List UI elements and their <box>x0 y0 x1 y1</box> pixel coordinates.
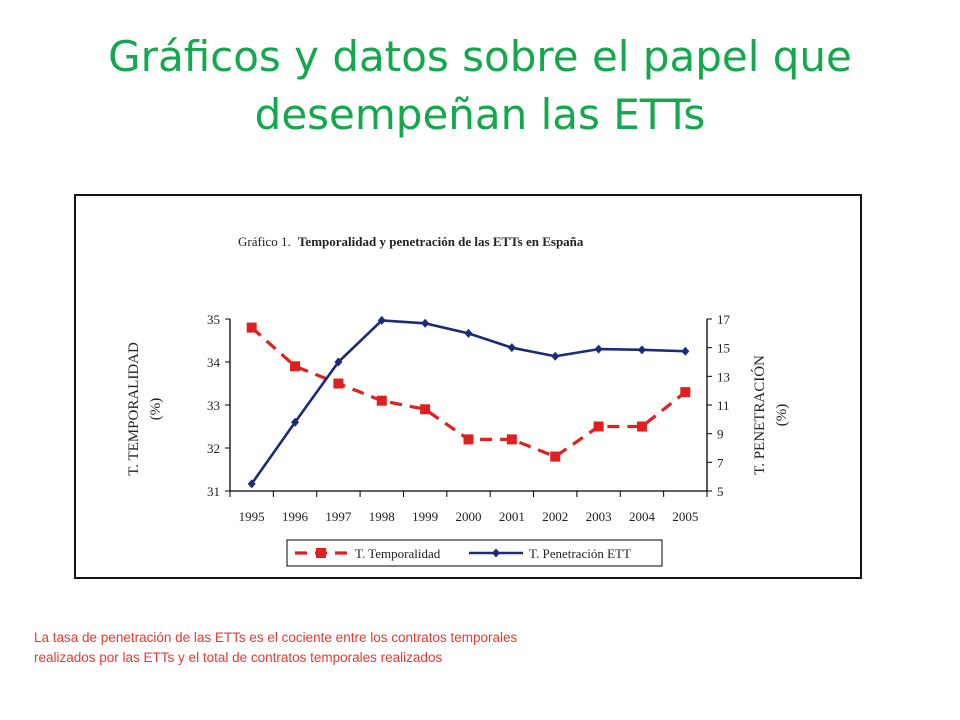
x-tick-label: 2001 <box>499 509 525 524</box>
data-point-penetracion <box>377 315 386 325</box>
x-tick-label: 1998 <box>369 509 395 524</box>
x-tick-label: 1995 <box>239 509 265 524</box>
data-point-temporalidad <box>506 434 517 445</box>
chart-frame: Gráfico 1. Temporalidad y penetración de… <box>74 194 862 579</box>
legend-label-penetracion: T. Penetración ETT <box>529 546 631 561</box>
x-tick-label: 2004 <box>629 509 656 524</box>
y-right-tick-label: 11 <box>717 398 730 413</box>
data-point-penetracion <box>637 345 646 355</box>
series-layer <box>246 315 691 489</box>
data-point-temporalidad <box>636 421 647 432</box>
data-point-penetracion <box>681 346 690 356</box>
data-point-penetracion <box>421 318 430 328</box>
data-point-temporalidad <box>420 404 431 415</box>
legend-marker-temporalidad <box>316 548 326 558</box>
chart-svg: Gráfico 1. Temporalidad y penetración de… <box>126 234 790 567</box>
footnote-line-2: realizados por las ETTs y el total de co… <box>34 650 443 665</box>
y-right-tick-label: 9 <box>717 427 724 442</box>
x-tick-label: 1996 <box>282 509 309 524</box>
chart-title: Temporalidad y penetración de las ETTs e… <box>298 234 584 249</box>
y-left-tick-label: 32 <box>207 441 220 456</box>
legend-label-temporalidad: T. Temporalidad <box>355 546 441 561</box>
data-point-temporalidad <box>593 421 604 432</box>
data-point-temporalidad <box>550 451 561 462</box>
data-point-penetracion <box>551 351 560 361</box>
series-line-penetracion <box>250 319 686 485</box>
data-point-penetracion <box>507 343 516 353</box>
y-left-axis-title: T. TEMPORALIDAD (%) <box>126 342 164 476</box>
y-right-axis-title-line-2: (%) <box>774 404 790 427</box>
x-tick-label: 1997 <box>325 509 352 524</box>
svg-text:Gráfico 1. Temporalidad: Gráfico 1. Temporalidad y penetración de… <box>238 234 584 249</box>
y-left-axis-title-line-1: T. TEMPORALIDAD <box>126 342 142 476</box>
data-point-penetracion <box>334 357 343 367</box>
y-right-tick-label: 15 <box>717 341 730 356</box>
y-right-tick-label: 7 <box>717 455 724 470</box>
y-right-tick-label: 17 <box>717 312 731 327</box>
x-tick-label: 2005 <box>672 509 698 524</box>
axes-layer: 35 34 33 32 31 17 15 13 11 9 7 5 1995 1996 1997 1998 199… <box>126 312 790 524</box>
y-left-tick-label: 34 <box>207 355 221 370</box>
data-point-temporalidad <box>246 322 257 333</box>
data-point-penetracion <box>594 344 603 354</box>
y-right-axis-title: T. PENETRACIÓN (%) <box>751 355 790 475</box>
x-tick-label: 2002 <box>542 509 568 524</box>
x-tick-label: 2000 <box>456 509 482 524</box>
y-right-tick-label: 13 <box>717 369 730 384</box>
chart-title-prefix: Gráfico 1. <box>238 234 291 249</box>
data-point-temporalidad <box>333 378 344 389</box>
footnote-line-1: La tasa de penetración de las ETTs es el… <box>34 630 518 645</box>
y-right-tick-label: 5 <box>717 484 724 499</box>
data-point-penetracion <box>247 479 256 489</box>
slide-title-line-1: Gráficos y datos sobre el papel que <box>108 32 852 81</box>
chart-legend: T. Temporalidad T. Penetración ETT <box>286 539 663 567</box>
data-point-temporalidad <box>463 434 474 445</box>
data-point-temporalidad <box>290 361 301 372</box>
footnote: La tasa de penetración de las ETTs es el… <box>34 628 794 668</box>
y-right-axis-title-line-1: T. PENETRACIÓN <box>751 355 768 475</box>
y-left-tick-label: 33 <box>207 398 220 413</box>
x-tick-label: 1999 <box>412 509 438 524</box>
x-tick-label: 2003 <box>586 509 612 524</box>
slide-title: Gráficos y datos sobre el papel que dese… <box>0 28 960 144</box>
data-point-penetracion <box>291 417 300 427</box>
y-left-axis-title-line-2: (%) <box>148 398 164 421</box>
slide-title-line-2: desempeñan las ETTs <box>254 90 706 139</box>
data-point-temporalidad <box>680 387 691 398</box>
legend-marker-penetracion <box>492 548 500 558</box>
y-left-tick-label: 31 <box>207 484 220 499</box>
data-point-temporalidad <box>376 395 387 406</box>
y-left-tick-label: 35 <box>207 312 220 327</box>
data-point-penetracion <box>464 328 473 338</box>
